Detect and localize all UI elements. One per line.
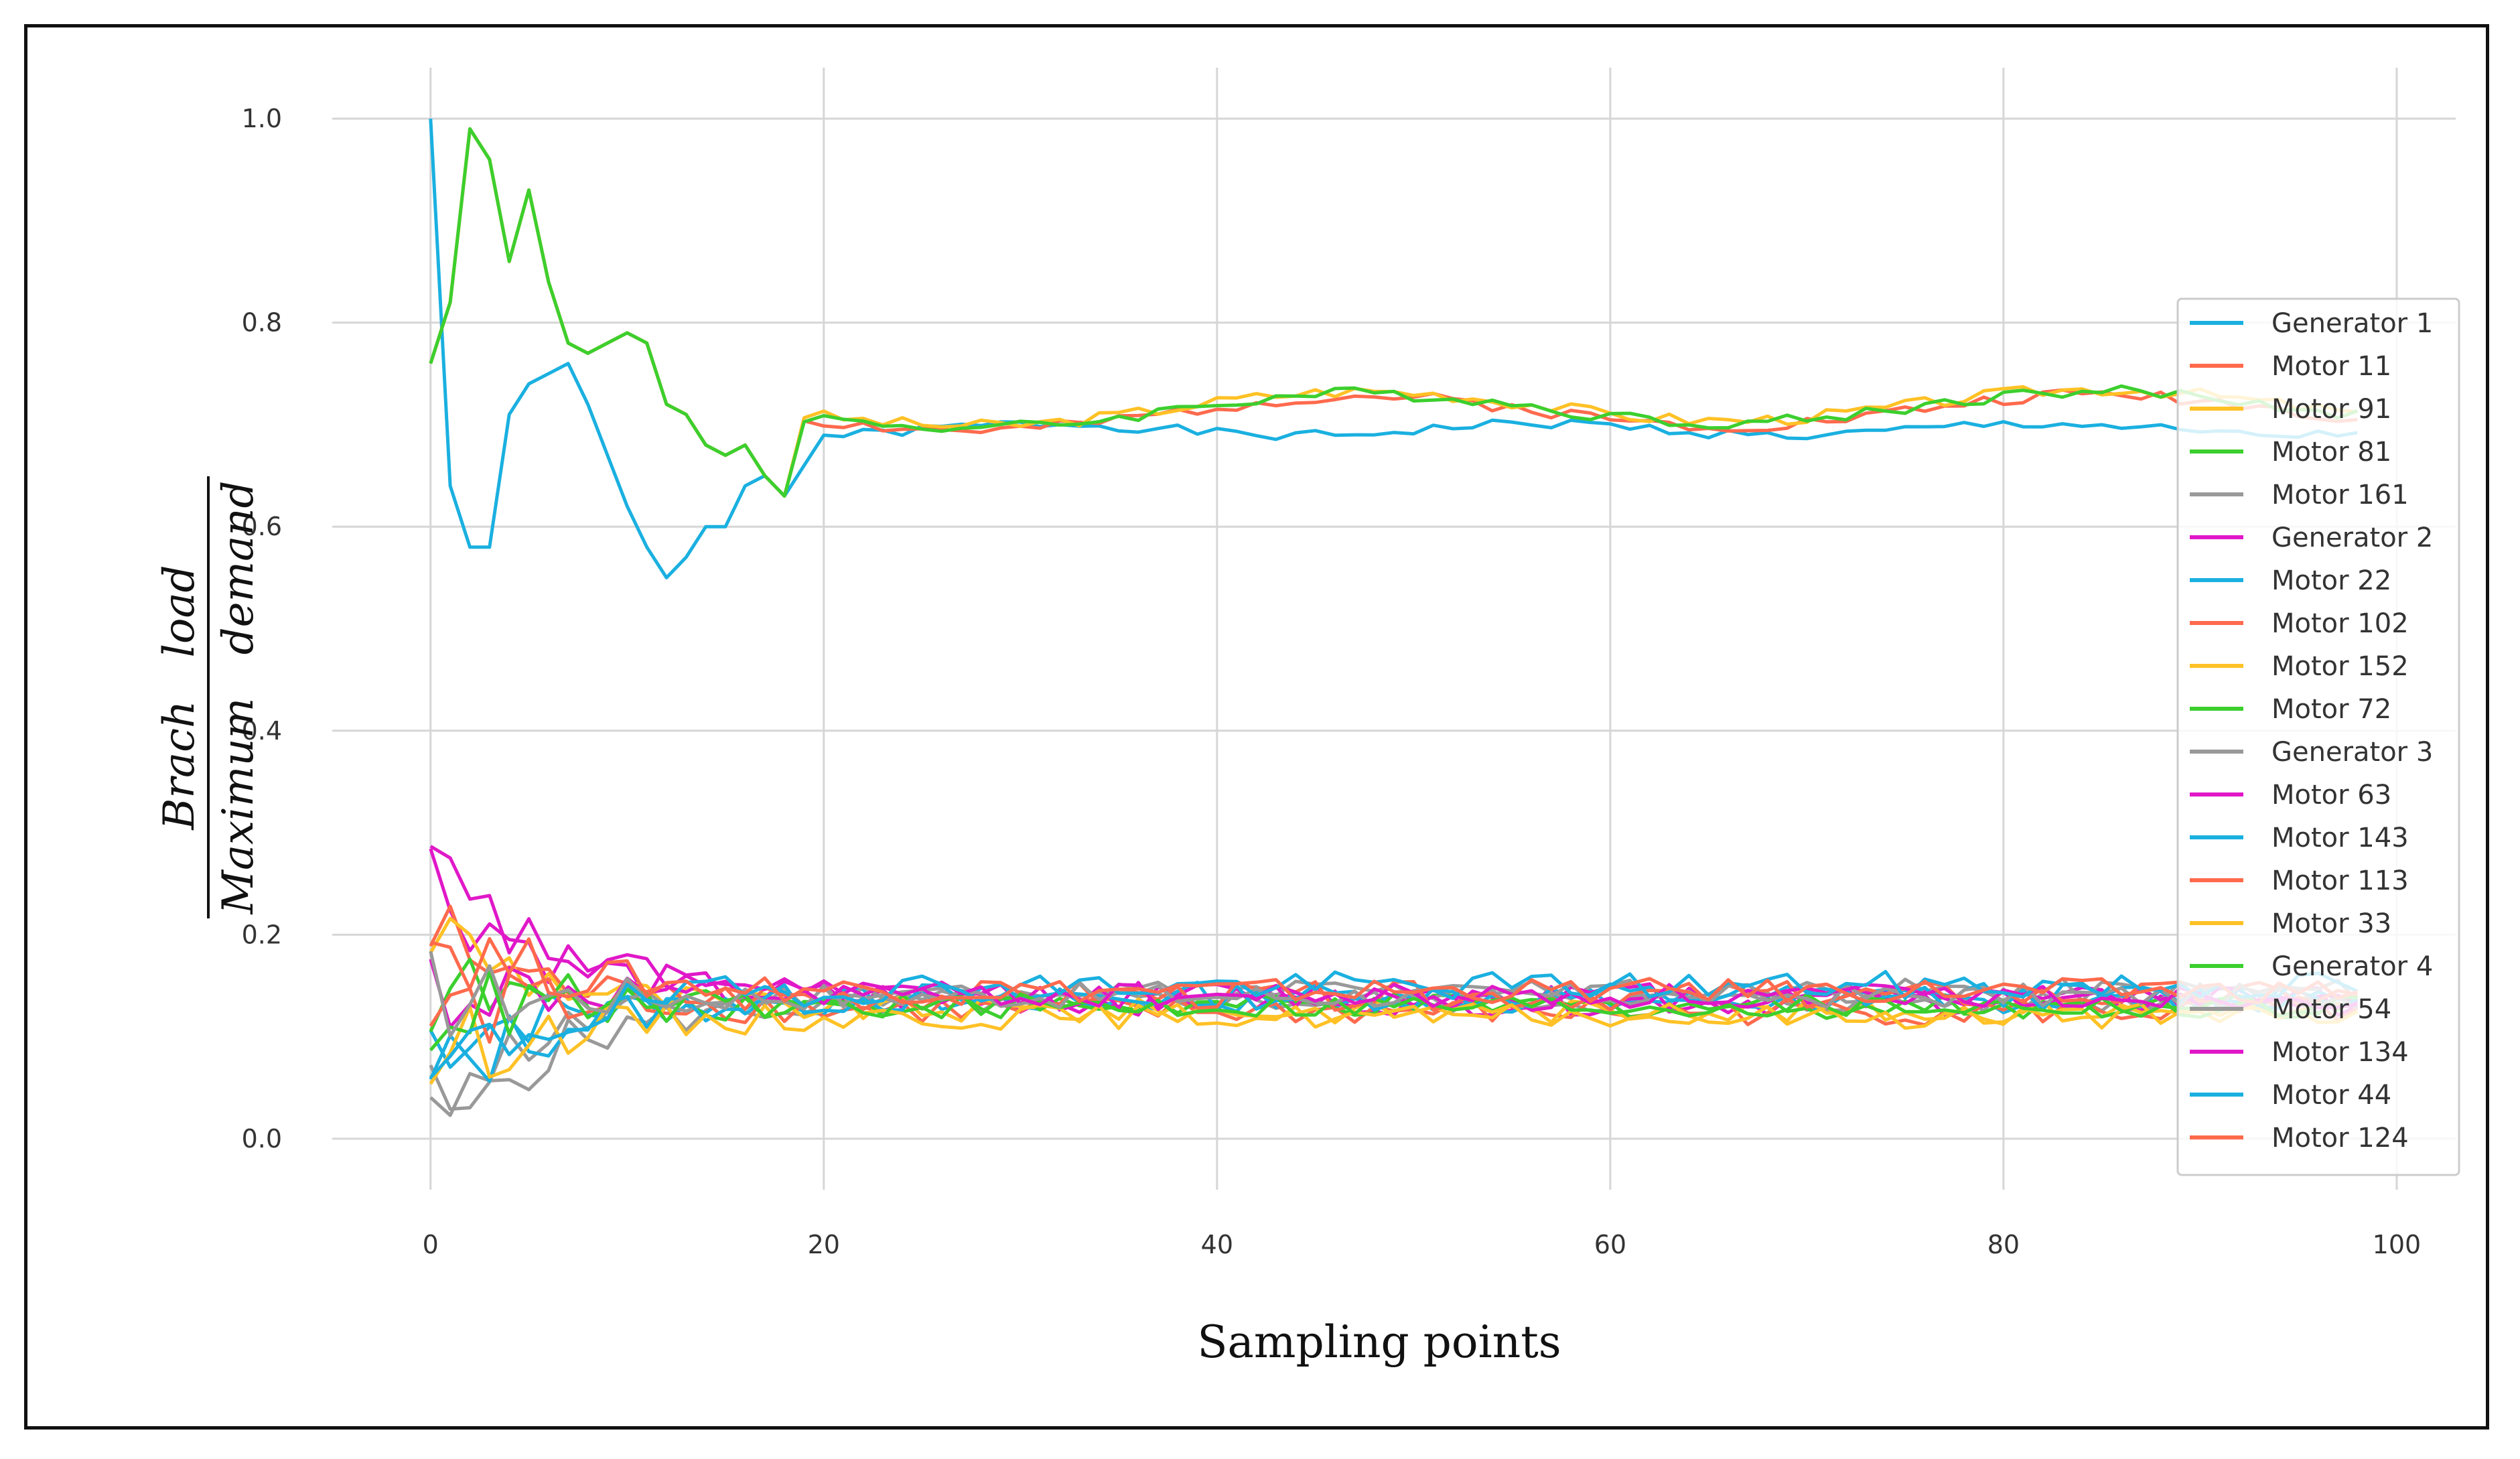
x-tick-label: 100 xyxy=(2373,1230,2422,1259)
legend-item: Motor 124 xyxy=(2190,1123,2409,1154)
legend-item: Motor 91 xyxy=(2190,394,2391,425)
legend: Generator 1 Motor 11 Motor 91 Motor 81 Motor… xyxy=(2176,297,2460,1176)
series-line-motor-81 xyxy=(429,127,2359,498)
legend-label: Motor 124 xyxy=(2271,1123,2409,1154)
x-tick-label: 20 xyxy=(808,1230,840,1259)
legend-item: Motor 161 xyxy=(2190,480,2409,510)
x-tick-label: 40 xyxy=(1201,1230,1233,1259)
line-chart: 0 20 40 60 80 100 0.0 0.2 0.4 0.6 0.8 1.0 Sampling… xyxy=(155,68,2460,1368)
legend-label: Motor 143 xyxy=(2271,823,2409,853)
y-tick-label: 0.8 xyxy=(242,308,282,338)
legend-label: Motor 91 xyxy=(2271,394,2391,425)
series-line-motor-44 xyxy=(429,969,2359,1079)
legend-item: Generator 1 xyxy=(2190,308,2433,339)
y-axis-denominator: Maximum demand xyxy=(214,480,263,914)
x-tick-label: 60 xyxy=(1594,1230,1626,1259)
legend-label: Motor 102 xyxy=(2271,608,2409,639)
legend-label: Motor 63 xyxy=(2271,780,2391,811)
y-axis-numerator: Brach load xyxy=(155,565,204,830)
x-axis-title: Sampling points xyxy=(1197,1316,1561,1368)
legend-label: Motor 134 xyxy=(2271,1037,2409,1068)
legend-item: Generator 3 xyxy=(2190,737,2433,768)
y-tick-label: 0.2 xyxy=(242,920,282,949)
y-tick-label: 0.4 xyxy=(242,716,282,746)
legend-label: Motor 44 xyxy=(2271,1080,2391,1111)
legend-item: Motor 102 xyxy=(2190,608,2409,639)
legend-label: Generator 2 xyxy=(2271,523,2433,553)
y-tick-label: 0.6 xyxy=(242,512,282,541)
x-tick-label: 80 xyxy=(1987,1230,2020,1259)
legend-item: Generator 2 xyxy=(2190,523,2433,553)
legend-label: Motor 54 xyxy=(2271,994,2391,1025)
legend-item: Motor 33 xyxy=(2190,908,2391,939)
figure-frame: 0 20 40 60 80 100 0.0 0.2 0.4 0.6 0.8 1.0 Sampling… xyxy=(24,24,2489,1430)
series-lines xyxy=(429,118,2359,1117)
legend-box xyxy=(2176,297,2460,1176)
y-tick-labels: 0.0 0.2 0.4 0.6 0.8 1.0 xyxy=(242,104,282,1154)
legend-item: Motor 152 xyxy=(2190,651,2409,682)
legend-label: Motor 11 xyxy=(2271,351,2391,382)
y-denominator-word-1: Maximum xyxy=(214,698,263,915)
y-axis-title: Brach load Maximum demand xyxy=(155,476,263,918)
y-tick-label: 0.0 xyxy=(242,1124,282,1154)
legend-label: Motor 113 xyxy=(2271,865,2409,896)
legend-item: Motor 22 xyxy=(2190,565,2391,596)
legend-item: Motor 143 xyxy=(2190,823,2409,853)
legend-label: Motor 161 xyxy=(2271,480,2409,510)
legend-item: Motor 11 xyxy=(2190,351,2391,382)
series-line-generator-1 xyxy=(429,118,2358,579)
x-tick-labels: 0 20 40 60 80 100 xyxy=(423,1230,2422,1259)
y-tick-label: 1.0 xyxy=(242,104,282,133)
legend-label: Motor 33 xyxy=(2271,908,2391,939)
legend-item: Motor 54 xyxy=(2190,994,2391,1025)
x-tick-label: 0 xyxy=(423,1230,439,1259)
y-numerator-word-2: load xyxy=(155,565,204,657)
legend-item: Motor 134 xyxy=(2190,1037,2409,1068)
legend-label: Motor 72 xyxy=(2271,694,2391,725)
legend-label: Generator 4 xyxy=(2271,951,2433,982)
legend-label: Motor 152 xyxy=(2271,651,2409,682)
legend-label: Generator 1 xyxy=(2271,308,2433,339)
legend-item: Motor 81 xyxy=(2190,437,2391,468)
legend-label: Motor 81 xyxy=(2271,437,2391,468)
y-denominator-word-2: demand xyxy=(214,480,263,654)
series-line-motor-124 xyxy=(430,936,2358,1005)
legend-label: Generator 3 xyxy=(2271,737,2433,768)
series-line-motor-91 xyxy=(429,127,2358,498)
y-numerator-word-1: Brach xyxy=(155,701,204,831)
legend-item: Motor 63 xyxy=(2190,780,2391,811)
legend-item: Motor 113 xyxy=(2190,865,2409,896)
series-line-motor-11 xyxy=(429,127,2358,498)
legend-item: Motor 44 xyxy=(2190,1080,2391,1111)
series-line-motor-33 xyxy=(429,1002,2359,1085)
legend-item: Motor 72 xyxy=(2190,694,2391,725)
legend-label: Motor 22 xyxy=(2271,565,2391,596)
series-line-generator-4 xyxy=(429,970,2358,1052)
legend-item: Generator 4 xyxy=(2190,951,2433,982)
